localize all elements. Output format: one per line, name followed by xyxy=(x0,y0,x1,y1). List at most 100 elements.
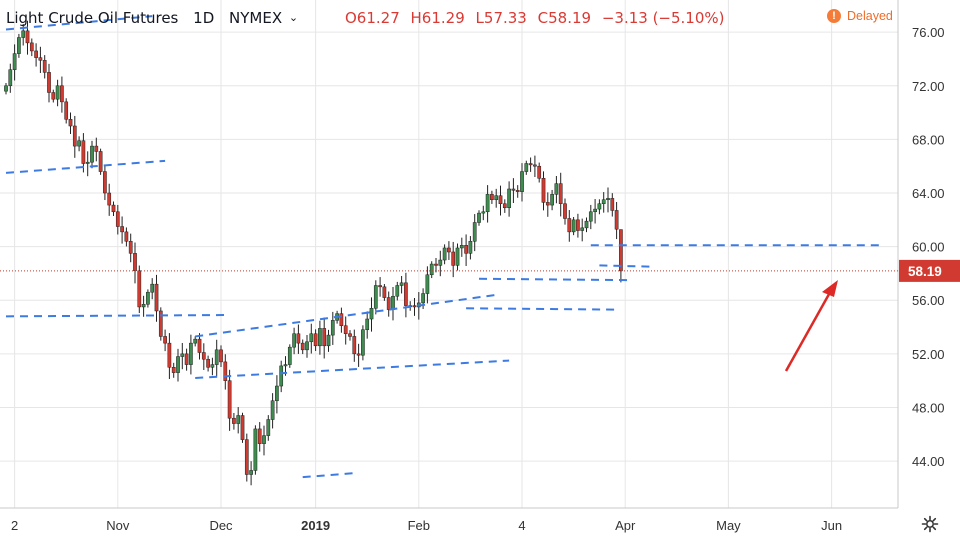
candle-body xyxy=(520,171,524,192)
candle-body xyxy=(352,336,357,355)
candle xyxy=(541,171,546,211)
candle xyxy=(533,155,537,177)
candle-body xyxy=(38,57,43,61)
candle-body xyxy=(283,364,288,367)
candle xyxy=(279,360,284,393)
candle-body xyxy=(318,328,322,347)
candle-body xyxy=(189,342,193,365)
candle-body xyxy=(606,198,610,200)
candle xyxy=(249,461,253,486)
delayed-label: Delayed xyxy=(847,9,893,23)
candle xyxy=(257,422,262,452)
y-tick-label: 48.00 xyxy=(912,400,945,415)
candle-body xyxy=(588,211,593,222)
last-price-label: 58.19 xyxy=(908,264,942,279)
candle-body xyxy=(25,30,30,44)
candle-body xyxy=(206,358,210,368)
candle-body xyxy=(68,119,73,127)
trendline xyxy=(478,277,630,282)
candle-body xyxy=(81,140,86,164)
candle xyxy=(382,284,387,301)
x-tick-label: 2 xyxy=(11,518,18,533)
candle xyxy=(253,425,258,475)
candle-body xyxy=(193,338,198,344)
candle xyxy=(395,281,400,301)
candle xyxy=(545,192,550,217)
symbol-name[interactable]: Light Crude Oil Futures xyxy=(6,9,179,27)
candle-body xyxy=(180,353,185,357)
ohlc-readout: O61.27 H61.29 L57.33 C58.19 −3.13 (−5.10… xyxy=(345,9,731,27)
delayed-badge[interactable]: ! Delayed xyxy=(827,9,893,23)
arrow-shaft xyxy=(784,286,835,372)
candle-body xyxy=(296,333,301,344)
candle-body xyxy=(541,178,546,203)
candle-body xyxy=(292,333,296,348)
candle-body xyxy=(244,439,249,475)
candle-body xyxy=(253,428,258,471)
trendline xyxy=(599,264,656,268)
candle xyxy=(154,274,159,322)
candle-body xyxy=(223,361,228,381)
candle xyxy=(352,329,357,362)
candle-body xyxy=(619,229,623,272)
candle-body xyxy=(17,37,21,54)
candle xyxy=(133,242,137,284)
candle-body xyxy=(459,245,464,249)
candle-body xyxy=(386,297,391,310)
candle xyxy=(490,190,494,204)
candle xyxy=(404,272,408,318)
candle-body xyxy=(576,219,580,231)
candle xyxy=(326,329,331,352)
candle-body xyxy=(141,304,146,308)
candle xyxy=(584,217,589,233)
candle xyxy=(296,324,301,354)
chart-legend-title[interactable]: Light Crude Oil Futures 1D NYMEX ⌄ xyxy=(6,9,298,27)
candle xyxy=(77,136,81,152)
gear-icon[interactable] xyxy=(920,514,940,534)
candle-body xyxy=(601,199,606,204)
chevron-down-icon[interactable]: ⌄ xyxy=(288,11,299,24)
y-tick-label: 52.00 xyxy=(912,347,945,362)
candle xyxy=(34,43,38,67)
candle xyxy=(85,151,90,177)
candle xyxy=(455,243,460,271)
candle xyxy=(425,266,430,304)
candle-body xyxy=(464,245,468,254)
candle xyxy=(459,237,464,257)
candle xyxy=(4,82,8,95)
close-value: C58.19 xyxy=(537,9,592,27)
candle xyxy=(287,344,292,368)
candles xyxy=(4,20,623,486)
candle xyxy=(103,165,107,201)
candle xyxy=(72,115,77,158)
candle-body xyxy=(554,183,559,195)
candle-body xyxy=(201,352,206,360)
candle xyxy=(447,241,451,260)
candle-body xyxy=(614,210,619,230)
candle-body xyxy=(434,263,438,266)
candle xyxy=(588,204,593,230)
x-tick-label: Nov xyxy=(106,518,130,533)
candle xyxy=(464,234,468,266)
trendline xyxy=(195,293,497,338)
candle-body xyxy=(550,194,554,206)
candle xyxy=(184,348,189,371)
candle xyxy=(12,44,17,81)
candle xyxy=(189,334,193,375)
candle xyxy=(176,348,180,382)
candle-body xyxy=(85,161,90,164)
candle-body xyxy=(163,336,167,344)
candle-body xyxy=(537,165,542,179)
candle-body xyxy=(567,218,572,233)
candle xyxy=(94,137,99,162)
candle-body xyxy=(107,192,112,206)
candle xyxy=(330,311,335,345)
candle-body xyxy=(391,295,395,310)
x-tick-label: Dec xyxy=(209,518,233,533)
candle-body xyxy=(584,220,589,229)
candle-body xyxy=(167,342,172,368)
candle xyxy=(137,265,142,314)
candle xyxy=(98,148,103,175)
candle-body xyxy=(176,356,180,373)
